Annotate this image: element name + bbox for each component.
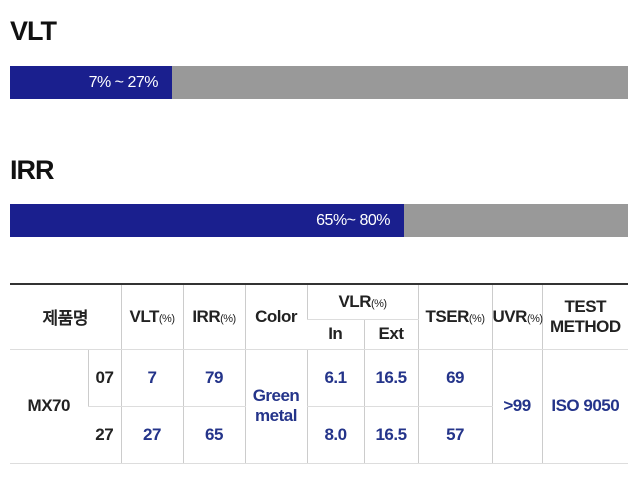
variant-cell: 27 [88, 406, 122, 464]
uvr-cell: >99 [491, 349, 543, 464]
value-cell: 57 [417, 406, 493, 464]
header-text: VLR [338, 291, 371, 311]
header-cell: IRR(%) [182, 284, 246, 350]
variant-cell: 07 [87, 349, 122, 407]
unit: (%) [468, 312, 485, 325]
value-cell: 7 [120, 349, 184, 407]
unit: (%) [526, 312, 543, 325]
range-bar: 7% ~ 27% [10, 66, 628, 99]
unit: (%) [220, 312, 236, 325]
value-cell: 79 [182, 349, 246, 407]
header-cell: UVR(%) [491, 284, 543, 350]
header-cell: 제품명 [10, 284, 122, 350]
unit: (%) [158, 312, 175, 325]
unit: (%) [370, 297, 387, 310]
value-cell: 16.5 [363, 406, 419, 464]
header-text: UVR [492, 306, 528, 326]
header-cell: TSER(%) [417, 284, 493, 350]
header-text: TSER [425, 306, 470, 326]
color-cell: Green metal [244, 349, 308, 464]
header-cell: In [307, 319, 365, 350]
range-fill: 7% ~ 27% [10, 66, 172, 99]
spec-table: 제품명 VLT(%) IRR(%) Color VLR(%) TSER(%) U… [10, 283, 629, 464]
header-text: IRR [192, 306, 221, 326]
model-cell: MX70 [10, 349, 88, 464]
header-cell: TEST METHOD [541, 284, 629, 350]
header-cell: VLT(%) [120, 284, 184, 350]
header-cell: VLR(%) [306, 284, 419, 320]
value-cell: 8.0 [306, 406, 365, 464]
section-title: VLT [10, 16, 57, 46]
range-fill: 65%~ 80% [10, 204, 404, 237]
value-cell: 16.5 [363, 349, 419, 407]
header-cell: Color [244, 284, 308, 350]
value-cell: 27 [120, 406, 184, 464]
range-bar: 65%~ 80% [10, 204, 628, 237]
value-cell: 6.1 [306, 349, 365, 407]
section-title: IRR [10, 155, 54, 185]
header-cell: Ext [363, 319, 419, 350]
value-cell: 69 [417, 349, 493, 407]
value-cell: 65 [182, 406, 246, 464]
header-text: VLT [129, 306, 160, 326]
test-cell: ISO 9050 [541, 349, 629, 464]
